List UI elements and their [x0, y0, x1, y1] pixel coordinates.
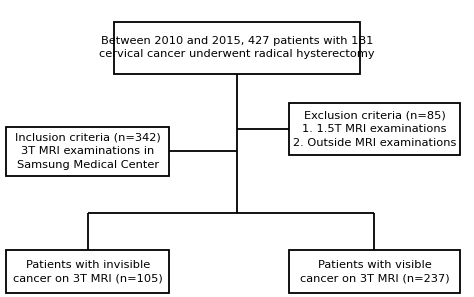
FancyBboxPatch shape	[114, 22, 360, 74]
Text: Between 2010 and 2015, 427 patients with 1B1
cervical cancer underwent radical h: Between 2010 and 2015, 427 patients with…	[99, 36, 375, 59]
FancyBboxPatch shape	[6, 127, 169, 176]
Text: Exclusion criteria (n=85)
1. 1.5T MRI examinations
2. Outside MRI examinations: Exclusion criteria (n=85) 1. 1.5T MRI ex…	[293, 110, 456, 148]
FancyBboxPatch shape	[6, 250, 169, 293]
Text: Patients with visible
cancer on 3T MRI (n=237): Patients with visible cancer on 3T MRI (…	[300, 260, 449, 284]
FancyBboxPatch shape	[289, 103, 460, 155]
Text: Patients with invisible
cancer on 3T MRI (n=105): Patients with invisible cancer on 3T MRI…	[13, 260, 163, 284]
FancyBboxPatch shape	[289, 250, 460, 293]
Text: Inclusion criteria (n=342)
3T MRI examinations in
Samsung Medical Center: Inclusion criteria (n=342) 3T MRI examin…	[15, 133, 161, 170]
